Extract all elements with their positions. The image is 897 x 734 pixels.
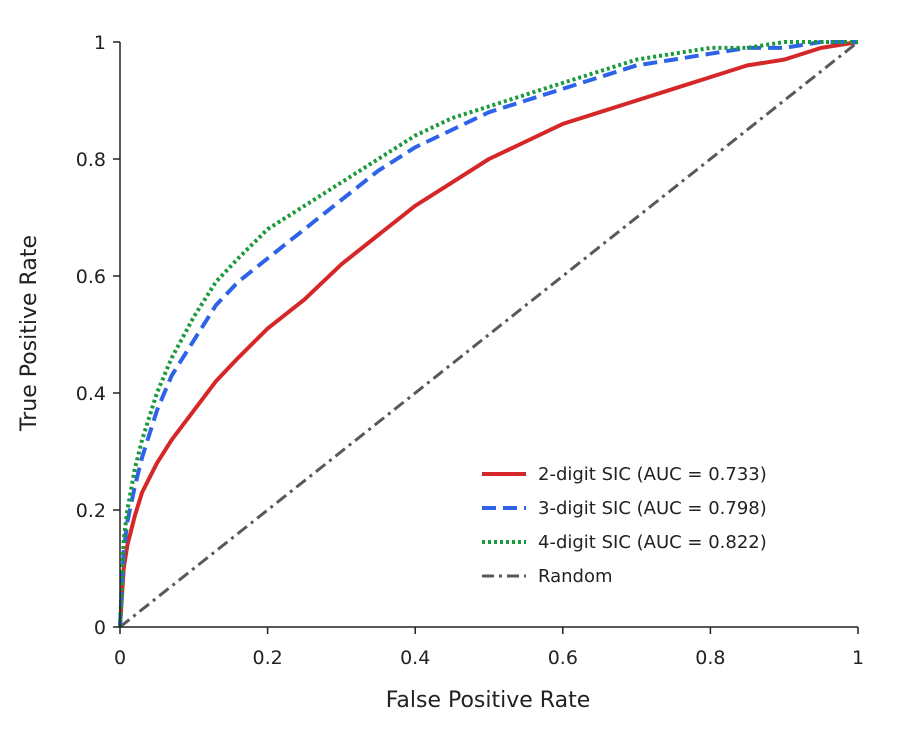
y-tick-label: 0 (94, 617, 106, 639)
y-tick-label: 1 (94, 32, 106, 54)
legend-label-1: 2-digit SIC (AUC = 0.733) (538, 464, 767, 485)
x-tick-label: 0.2 (252, 647, 282, 669)
x-axis-title: False Positive Rate (386, 688, 590, 713)
legend: 2-digit SIC (AUC = 0.733) 3-digit SIC (AU… (482, 464, 767, 587)
x-tick-label: 0 (114, 647, 126, 669)
legend-label-2: 3-digit SIC (AUC = 0.798) (538, 498, 767, 519)
y-axis-title: True Positive Rate (17, 235, 42, 432)
y-tick-label: 0.6 (76, 266, 106, 288)
series-layer (118, 40, 859, 629)
series-line-3 (118, 40, 858, 628)
x-tick-label: 0.6 (548, 647, 578, 669)
legend-label-3: 4-digit SIC (AUC = 0.822) (538, 532, 767, 553)
legend-label-4: Random (538, 566, 613, 587)
x-tick-label: 0.8 (695, 647, 725, 669)
axes-layer: 0 0.2 0.4 0.6 0.8 1 0 0.2 0.4 0.6 0.8 1 (76, 32, 864, 669)
y-tick-label: 0.8 (76, 149, 106, 171)
series-line-1 (118, 40, 859, 628)
x-tick-label: 1 (852, 647, 864, 669)
y-tick-label: 0.4 (76, 383, 106, 405)
series-line-4 (119, 40, 859, 629)
series-line-2 (118, 40, 858, 628)
y-tick-label: 0.2 (76, 500, 106, 522)
x-tick-label: 0.4 (400, 647, 430, 669)
